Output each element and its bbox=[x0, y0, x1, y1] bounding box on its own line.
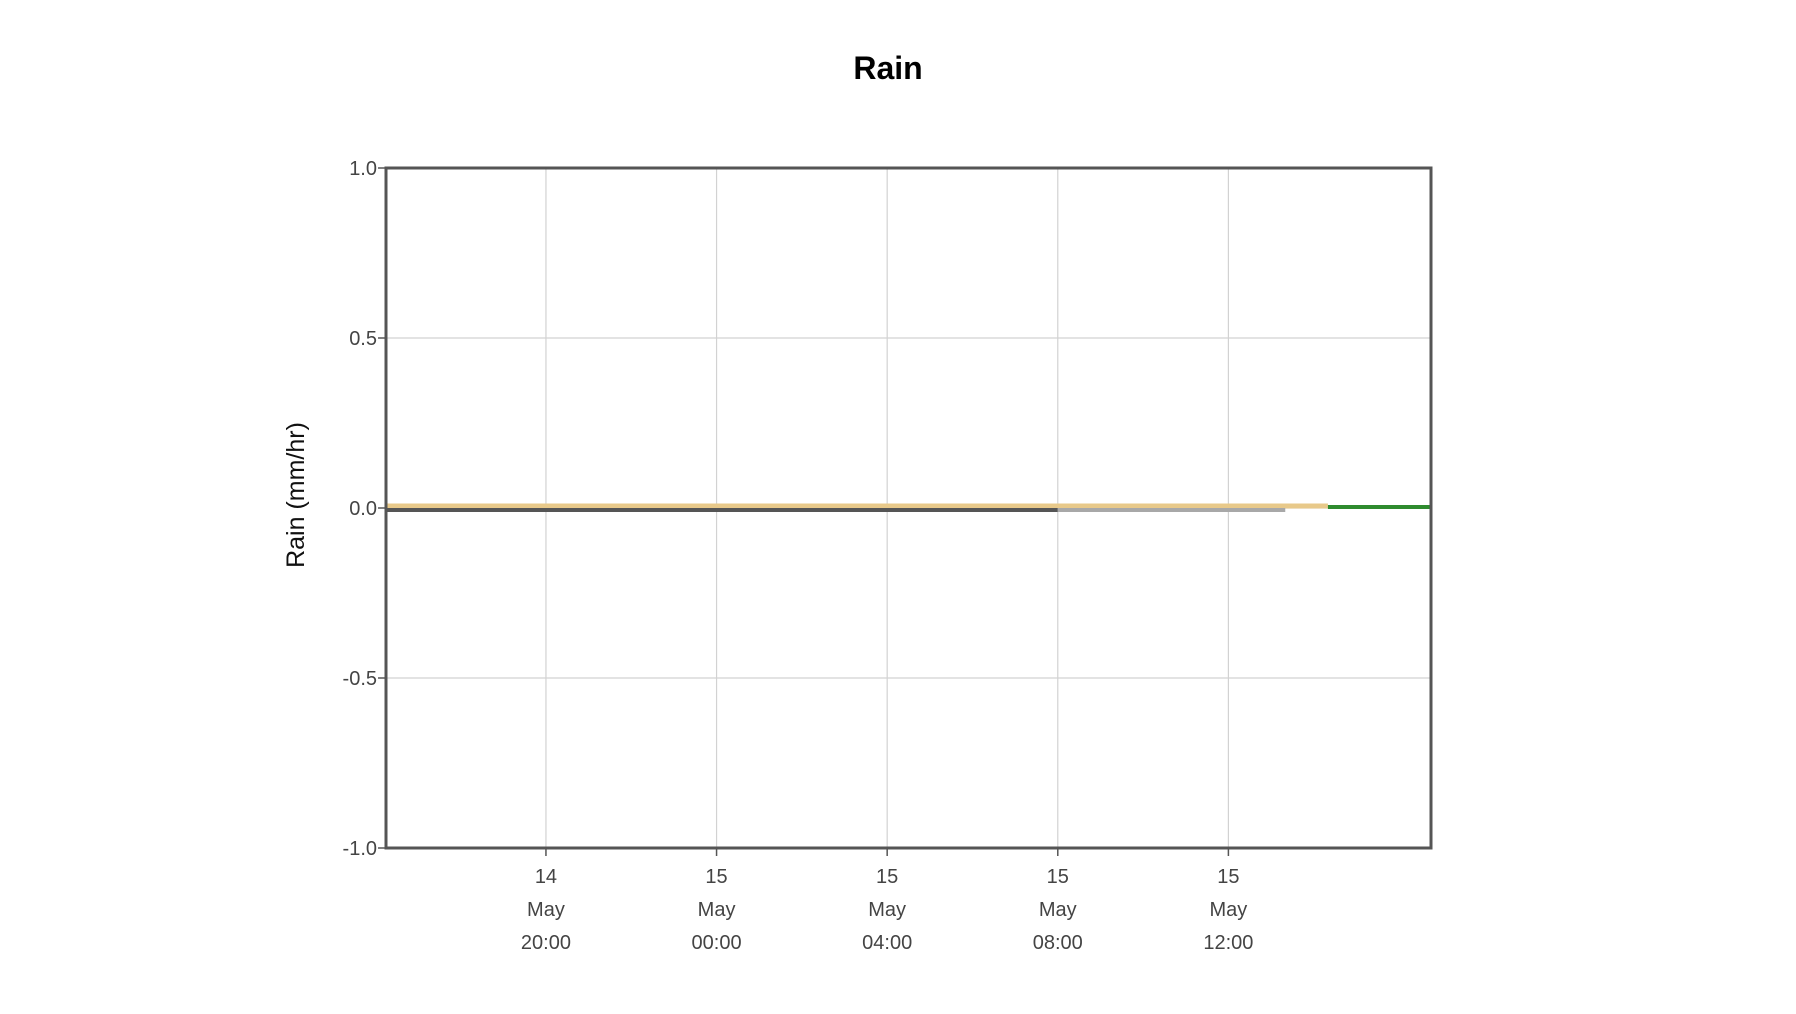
y-tick-label: 1.0 bbox=[349, 158, 377, 180]
y-axis-ticks: 1.0 0.5 0.0 -0.5 -1.0 bbox=[343, 158, 386, 860]
x-tick-label: 15 May 04:00 bbox=[862, 866, 912, 954]
series-lines bbox=[386, 503, 1431, 512]
y-tick-label: 0.5 bbox=[349, 328, 377, 350]
x-tick-label: 15 May 08:00 bbox=[1033, 866, 1083, 954]
x-tick-label: 15 May 00:00 bbox=[692, 866, 742, 954]
chart-title: Rain bbox=[853, 50, 922, 86]
x-tick-label: 15 May 12:00 bbox=[1203, 866, 1253, 954]
y-tick-label: -1.0 bbox=[343, 838, 377, 860]
x-tick-label: 14 May 20:00 bbox=[521, 866, 571, 954]
x-axis-ticks: 14 May 20:00 15 May 00:00 15 May 04:00 15 May 08:00… bbox=[521, 848, 1253, 954]
y-tick-label: 0.0 bbox=[349, 498, 377, 520]
y-axis-label: Rain (mm/hr) bbox=[282, 422, 310, 568]
y-tick-label: -0.5 bbox=[343, 668, 377, 690]
